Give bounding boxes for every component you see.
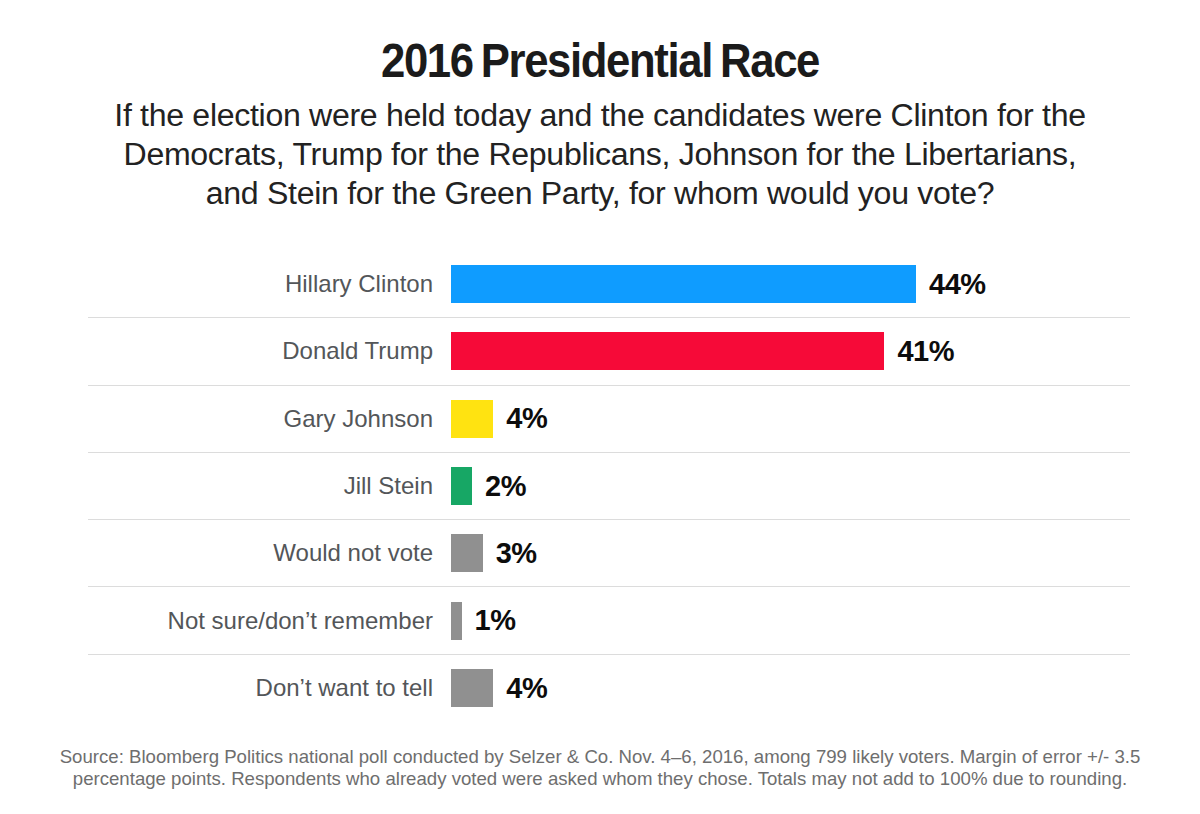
bar-gary-johnson [451,400,493,438]
chart-subtitle: If the election were held today and the … [0,96,1200,213]
value-label: 1% [475,604,516,637]
chart-title: 2016 Presidential Race [54,0,1146,88]
chart-row: Donald Trump 41% [88,318,1130,385]
bar-donald-trump [451,332,884,370]
value-label: 44% [929,268,986,301]
bar-hillary-clinton [451,265,916,303]
chart-row: Would not vote 3% [88,520,1130,587]
value-label: 2% [485,470,526,503]
category-label: Donald Trump [88,337,433,365]
chart-row: Gary Johnson 4% [88,386,1130,453]
value-label: 4% [506,402,547,435]
chart-row: Jill Stein 2% [88,453,1130,520]
category-label: Don’t want to tell [88,674,433,702]
bar-would-not-vote [451,534,483,572]
chart-row: Don’t want to tell 4% [88,655,1130,722]
category-label: Would not vote [88,539,433,567]
category-label: Gary Johnson [88,405,433,433]
bar-not-sure-don-t-remember [451,602,462,640]
bar-chart: Hillary Clinton 44% Donald Trump 41% Gary Jo… [88,251,1130,722]
category-label: Not sure/don’t remember [88,607,433,635]
value-label: 41% [897,335,954,368]
value-label: 4% [506,672,547,705]
bar-jill-stein [451,467,472,505]
value-label: 3% [496,537,537,570]
category-label: Jill Stein [88,472,433,500]
category-label: Hillary Clinton [88,270,433,298]
source-note: Source: Bloomberg Politics national poll… [12,746,1188,789]
chart-row: Hillary Clinton 44% [88,251,1130,318]
chart-row: Not sure/don’t remember 1% [88,587,1130,654]
bar-don-t-want-to-tell [451,669,493,707]
